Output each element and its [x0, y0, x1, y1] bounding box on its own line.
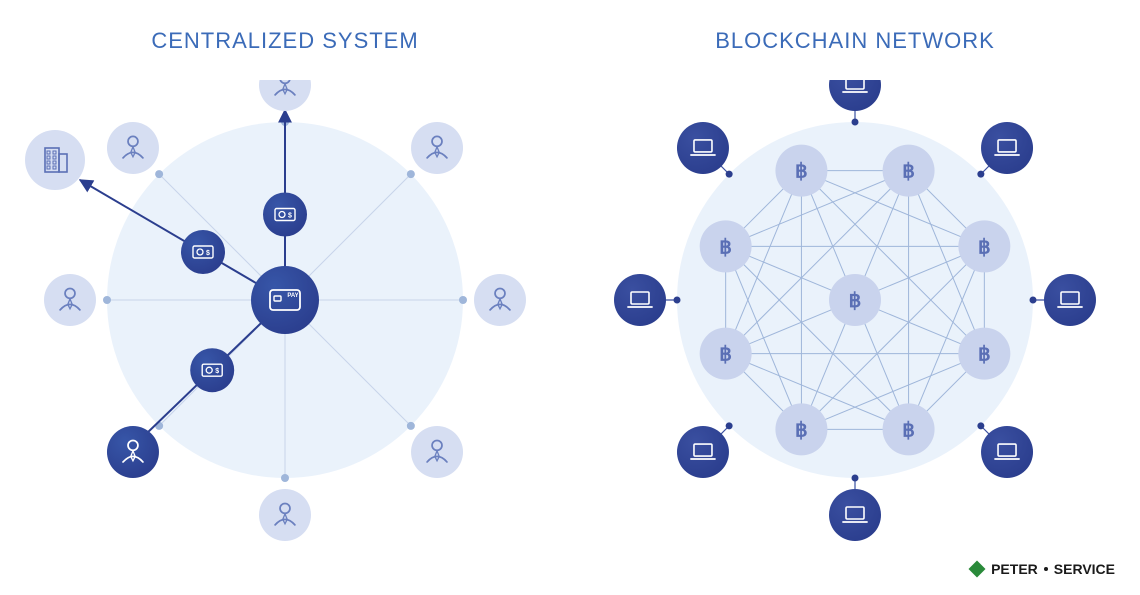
centralized-diagram: PAY $ $ $	[25, 80, 545, 550]
svg-text:PAY: PAY	[287, 293, 298, 299]
svg-text:฿: ฿	[978, 236, 991, 258]
svg-text:฿: ฿	[902, 419, 915, 441]
footer-text-2: SERVICE	[1054, 561, 1115, 577]
svg-text:฿: ฿	[978, 344, 991, 366]
svg-text:$: $	[215, 368, 219, 375]
svg-text:฿: ฿	[849, 290, 862, 312]
centralized-panel: CENTRALIZED SYSTEM PAY $ $ $	[0, 0, 570, 595]
footer-logo: PETER SERVICE	[971, 561, 1115, 577]
blockchain-title: BLOCKCHAIN NETWORK	[570, 28, 1140, 54]
footer-text-1: PETER	[991, 561, 1038, 577]
blockchain-diagram: ฿฿฿฿฿฿฿฿฿	[595, 80, 1115, 550]
svg-text:$: $	[288, 213, 292, 220]
svg-text:฿: ฿	[795, 161, 808, 183]
svg-text:฿: ฿	[795, 419, 808, 441]
footer-dot-icon	[1044, 567, 1048, 571]
svg-text:฿: ฿	[719, 344, 732, 366]
svg-text:฿: ฿	[902, 161, 915, 183]
svg-text:$: $	[206, 250, 210, 257]
logo-diamond-icon	[969, 561, 986, 578]
svg-text:฿: ฿	[719, 236, 732, 258]
centralized-title: CENTRALIZED SYSTEM	[0, 28, 570, 54]
blockchain-panel: BLOCKCHAIN NETWORK ฿฿฿฿฿฿฿฿฿	[570, 0, 1140, 595]
